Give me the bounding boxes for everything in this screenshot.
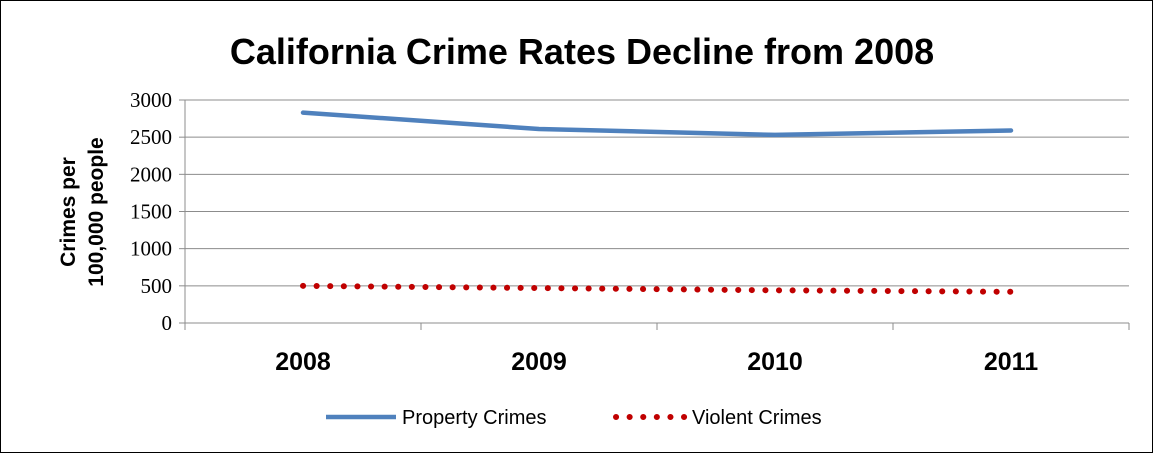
series-line-property-crimes	[300, 110, 1014, 138]
y-tick-label: 1500	[130, 200, 172, 224]
x-tick-label: 2008	[275, 348, 331, 376]
chart-title: California Crime Rates Decline from 2008	[230, 31, 934, 72]
legend-label: Violent Crimes	[692, 407, 822, 429]
y-tick-label: 2000	[130, 162, 172, 186]
x-tick-label: 2010	[747, 348, 803, 376]
x-axis-ticks: 2008 2009 2010 2011	[184, 323, 1130, 376]
y-axis-label-line-1: Crimes per	[57, 157, 80, 267]
y-tick-label: 2500	[130, 125, 172, 149]
series-group	[300, 110, 1014, 295]
series-line-violent-crimes	[300, 282, 1014, 295]
y-axis-label: Crimes per 100,000 people	[57, 137, 108, 286]
legend: Property Crimes Violent Crimes	[326, 407, 822, 429]
y-tick-label: 500	[141, 274, 173, 298]
y-axis-label-line-2: 100,000 people	[85, 137, 108, 286]
y-tick-label: 0	[162, 311, 173, 335]
gridlines	[185, 99, 1129, 287]
x-tick-label: 2011	[984, 348, 1038, 376]
legend-label: Property Crimes	[402, 407, 546, 429]
y-axis-ticks: 0 500 1000 1500 2000 2500 3000	[130, 88, 185, 335]
y-tick-label: 3000	[130, 88, 172, 112]
x-tick-label: 2009	[511, 348, 567, 376]
y-tick-label: 1000	[130, 237, 172, 261]
